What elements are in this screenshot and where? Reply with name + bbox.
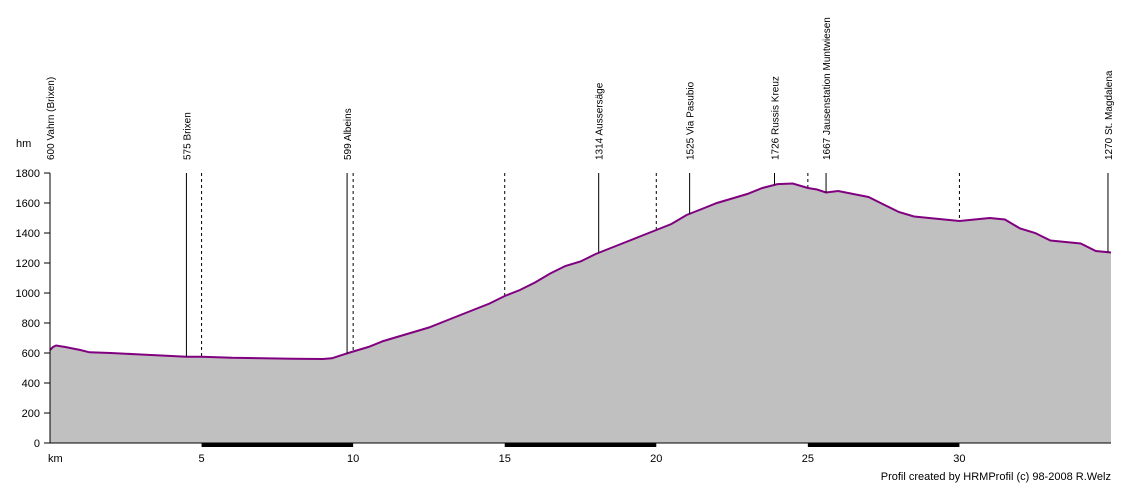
area-layer (49, 182, 1112, 443)
x-axis-unit-label: km (48, 453, 63, 465)
waypoint-layer: 600 Vahrn (Brixen) 575 Brixen 599 Albeins 1… (46, 17, 1115, 357)
km-scale-segment (504, 443, 657, 447)
waypoint-label: 1525 Via Pasubio (686, 81, 697, 160)
waypoint-label: 1270 St. Magdalena (1104, 70, 1115, 160)
elevation-line (49, 182, 1112, 361)
y-tick-label: 600 (22, 348, 40, 360)
km-scale-segment (807, 443, 960, 447)
y-tick-label: 400 (22, 378, 40, 390)
waypoint-label: 599 Albeins (343, 108, 354, 160)
y-tick-label: 1200 (16, 258, 40, 270)
elevation-area (50, 183, 1111, 443)
y-tick-label: 1600 (16, 198, 40, 210)
x-tick-label: 5 (199, 453, 205, 465)
credit-text: Profil created by HRMProfil (c) 98-2008 … (881, 471, 1111, 483)
y-tick-label: 0 (34, 438, 40, 450)
waypoint-label: 600 Vahrn (Brixen) (46, 77, 57, 160)
waypoint-label: 1726 Russis Kreuz (771, 76, 782, 160)
waypoint-label: 1314 Aussersäge (595, 82, 606, 160)
x-tick-label: 25 (802, 453, 814, 465)
waypoint-label: 1667 Jausenstation Muntwiesen (822, 17, 833, 160)
x-tick-label: 10 (347, 453, 359, 465)
y-tick-label: 800 (22, 318, 40, 330)
axis-layer: hm km 0 200 400 600 800 1000 1200 1400 1600 1800 5… (16, 138, 1111, 465)
y-axis-unit-label: hm (16, 138, 31, 150)
y-tick-label: 1800 (16, 168, 40, 180)
y-tick-label: 1000 (16, 288, 40, 300)
y-tick-label: 200 (22, 408, 40, 420)
waypoint-label: 575 Brixen (182, 112, 193, 160)
y-tick-label: 1400 (16, 228, 40, 240)
x-tick-label: 30 (953, 453, 965, 465)
x-tick-label: 20 (650, 453, 662, 465)
km-scale-segment (201, 443, 354, 447)
x-tick-label: 15 (499, 453, 511, 465)
